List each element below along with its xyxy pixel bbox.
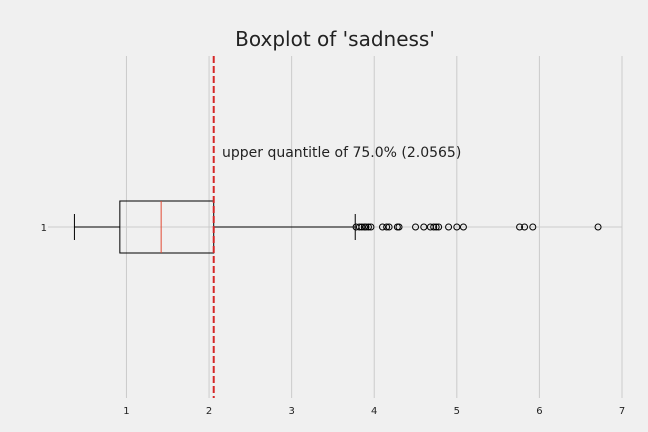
outlier-point xyxy=(453,223,461,231)
x-tick-label: 6 xyxy=(536,406,542,417)
outlier-point xyxy=(435,223,443,231)
y-tick-label: 1 xyxy=(41,223,47,234)
x-tick-label: 3 xyxy=(288,406,294,417)
boxes xyxy=(73,200,356,254)
outlier-point xyxy=(395,223,403,231)
outlier-point xyxy=(459,223,467,231)
outlier-point xyxy=(367,223,375,231)
x-tick-label: 2 xyxy=(206,406,212,417)
outlier-point xyxy=(594,223,602,231)
outlier-point xyxy=(378,223,386,231)
outlier-point xyxy=(420,223,428,231)
outlier-point xyxy=(521,223,529,231)
outlier-point xyxy=(355,223,363,231)
x-tick-label: 7 xyxy=(619,406,625,417)
outlier-point xyxy=(432,223,440,231)
outlier-point xyxy=(430,223,438,231)
x-tick-labels: 1 2 3 4 5 6 7 xyxy=(123,406,625,417)
outlier-point xyxy=(362,223,370,231)
outlier-point xyxy=(383,223,391,231)
x-tick-label: 1 xyxy=(123,406,129,417)
y-tick-labels: 1 xyxy=(41,223,47,234)
outlier-point xyxy=(529,223,537,231)
outlier-point xyxy=(516,223,524,231)
outlier-point xyxy=(358,223,366,231)
chart-annotation: upper quantitle of 75.0% (2.0565) xyxy=(222,145,461,161)
outlier-point xyxy=(445,223,453,231)
chart-title: Boxplot of 'sadness' xyxy=(235,27,435,51)
outliers xyxy=(352,223,602,231)
outlier-point xyxy=(385,223,393,231)
x-tick-label: 5 xyxy=(454,406,460,417)
outlier-point xyxy=(412,223,420,231)
outlier-point xyxy=(364,223,372,231)
x-tick-label: 4 xyxy=(371,406,377,417)
